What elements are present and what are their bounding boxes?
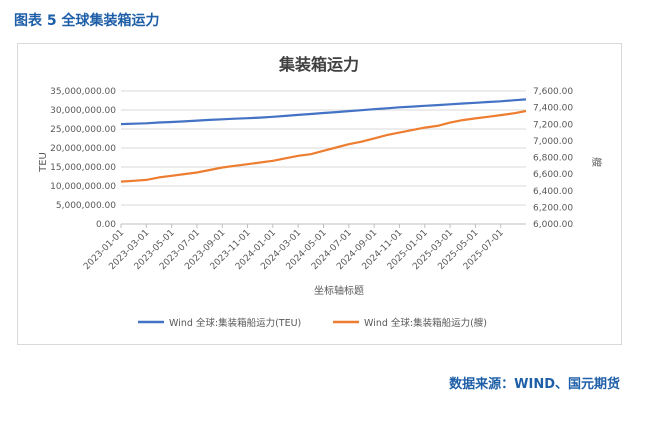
y-right-tick-label: 6,800.00: [533, 154, 573, 164]
legend: Wind 全球:集装箱船运力(TEU) Wind 全球:集装箱船运力(艘): [138, 317, 487, 329]
chart-title: 集装箱运力: [278, 55, 359, 74]
y-right-tick-label: 7,600.00: [533, 87, 573, 97]
y-left-tick-label: 30,000,000.00: [50, 106, 116, 116]
y-axis-left-label: TEU: [38, 152, 49, 173]
y-right-tick-label: 6,600.00: [533, 170, 573, 180]
y-left-tick-label: 35,000,000.00: [50, 87, 116, 97]
y-axis-right-label: 艘: [590, 157, 603, 167]
y-right-tick-label: 6,400.00: [533, 187, 573, 197]
y-right-tick-label: 7,400.00: [533, 104, 573, 114]
y-right-tick-label: 6,000.00: [533, 220, 573, 230]
y-left-tick-label: 5,000,000.00: [56, 201, 116, 211]
line-chart: 35,000,000.00 30,000,000.00 25,000,000.00 2…: [38, 55, 603, 329]
chart-container: 35,000,000.00 30,000,000.00 25,000,000.00 2…: [17, 43, 622, 345]
x-axis-label: 坐标轴标题: [314, 284, 364, 297]
y-right-tick-label: 7,000.00: [533, 137, 573, 147]
data-source: 数据来源：WIND、国元期货: [449, 377, 620, 392]
y-left-tick-label: 15,000,000.00: [50, 163, 116, 173]
figure-caption: 图表 5 全球集装箱运力: [14, 13, 160, 29]
y-left-tick-label: 25,000,000.00: [50, 125, 116, 135]
series-teu-line: [120, 98, 527, 126]
y-left-tick-label: 20,000,000.00: [50, 144, 116, 154]
y-left-tick-label: 0.00: [96, 220, 116, 230]
y-right-tick-label: 7,200.00: [533, 120, 573, 130]
legend-entry: Wind 全球:集装箱船运力(TEU): [169, 317, 301, 329]
legend-entry: Wind 全球:集装箱船运力(艘): [364, 317, 487, 329]
series-ships-line: [120, 109, 527, 183]
y-right-tick-label: 6,200.00: [533, 203, 573, 213]
y-left-tick-label: 10,000,000.00: [50, 182, 116, 192]
